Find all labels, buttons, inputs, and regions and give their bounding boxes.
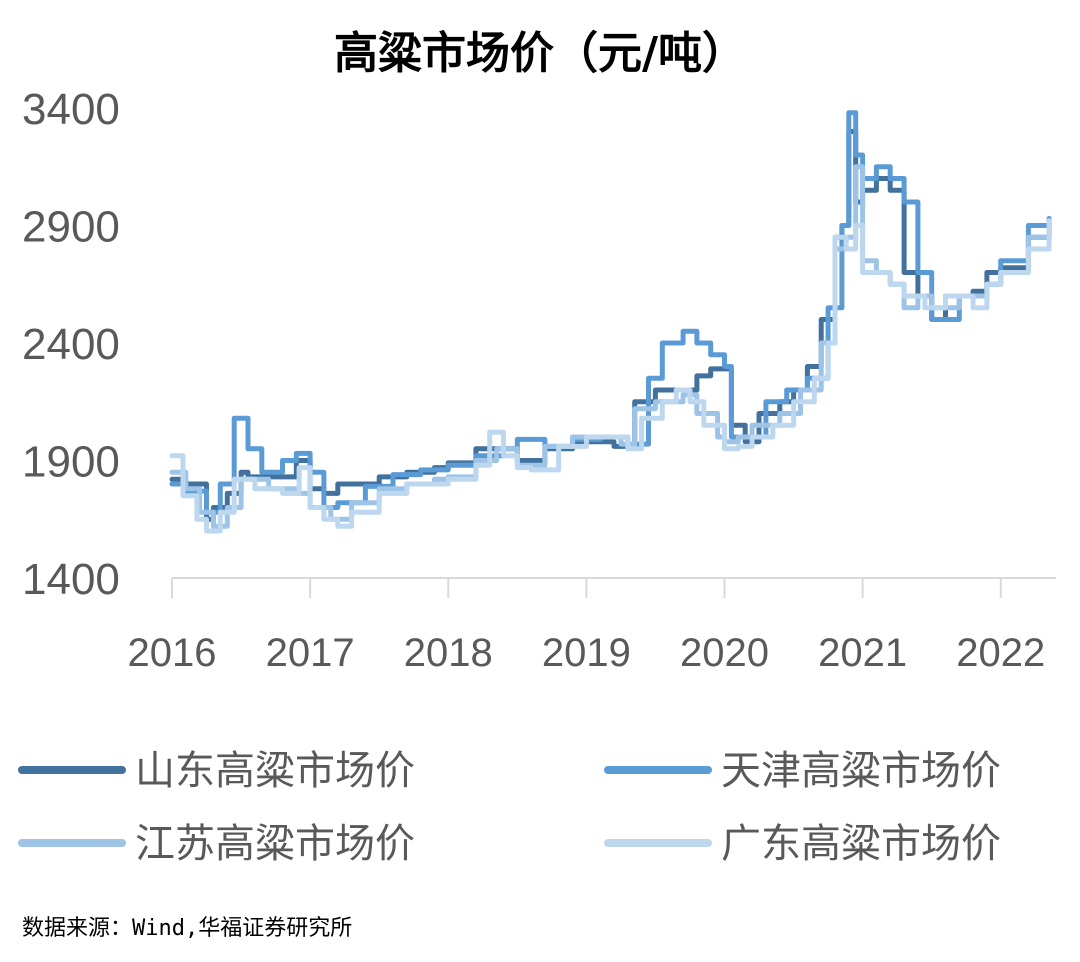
x-tick-label: 2018 — [404, 631, 493, 675]
y-tick-label: 3400 — [22, 85, 120, 134]
legend-label: 天津高粱市场价 — [721, 748, 1001, 794]
y-axis-ticks: 1400 1900 2400 2900 3400 — [22, 85, 120, 604]
x-tick-label: 2017 — [266, 631, 355, 675]
y-tick-label: 1900 — [22, 438, 120, 487]
chart-title: 高粱市场价（元/吨） — [334, 28, 746, 79]
x-tick-label: 2022 — [956, 631, 1045, 675]
legend-label: 广东高粱市场价 — [721, 821, 1001, 867]
series-line-1 — [169, 129, 1052, 522]
legend-label: 山东高粱市场价 — [135, 748, 415, 794]
x-tick-label: 2019 — [542, 631, 631, 675]
x-tick-label: 2016 — [128, 631, 217, 675]
source-note: 数据来源：Wind,华福证券研究所 — [22, 916, 352, 941]
series-lines — [169, 110, 1052, 534]
series-line-4 — [169, 218, 1052, 534]
x-tick-label: 2021 — [818, 631, 907, 675]
legend-label: 江苏高粱市场价 — [135, 821, 415, 867]
plot-area — [169, 110, 1056, 598]
y-tick-label: 2400 — [22, 320, 120, 369]
series-line-2 — [169, 110, 1052, 515]
x-axis-ticks: 2016 2017 2018 2019 2020 2021 2022 — [128, 631, 1046, 675]
y-tick-label: 1400 — [22, 555, 120, 604]
y-tick-label: 2900 — [22, 203, 120, 252]
x-tick-label: 2020 — [680, 631, 769, 675]
x-axis-marks — [171, 578, 1002, 598]
